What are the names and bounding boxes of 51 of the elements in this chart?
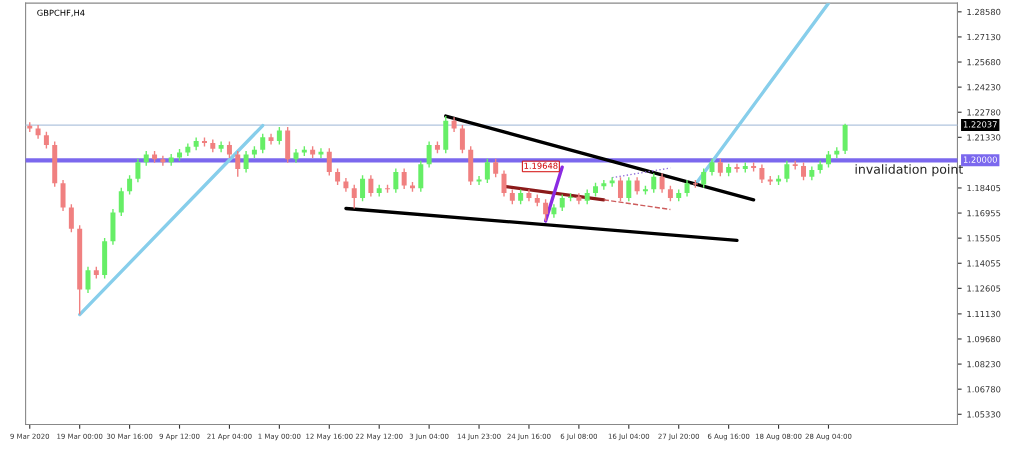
candlestick — [659, 172, 665, 194]
candlestick — [543, 198, 549, 222]
candlestick — [360, 174, 366, 203]
candlestick — [626, 176, 632, 203]
y-tick-label: 1.18405 — [967, 184, 1001, 192]
candlestick — [368, 174, 374, 198]
text: 1.20000 — [963, 156, 997, 163]
candlestick — [651, 172, 657, 194]
candlestick — [459, 124, 465, 154]
candlestick — [617, 176, 623, 203]
annotation: 1.19648 — [524, 162, 558, 169]
y-tick-label: 1.11130 — [967, 310, 1001, 318]
candlestick — [401, 167, 407, 190]
y-tick-label: 1.06780 — [967, 386, 1001, 393]
candlestick — [326, 147, 332, 177]
y-tick-label: 1.14055 — [967, 260, 1001, 267]
candlestick — [351, 184, 357, 210]
y-tick-label: 1.24230 — [967, 84, 1001, 91]
candlestick — [784, 159, 790, 183]
candlestick — [160, 155, 166, 167]
candlestick — [260, 132, 266, 154]
y-tick-label: 1.28580 — [967, 8, 1001, 16]
ref-line-label: invalidation point — [855, 164, 963, 177]
text: GBPCHF,H4 — [37, 9, 85, 17]
y-tick-label: 1.09680 — [967, 335, 1001, 343]
candlestick — [701, 167, 707, 189]
y-tick-label: 1.08230 — [967, 361, 1001, 368]
text: 1.22037 — [963, 121, 997, 128]
candlestick — [118, 187, 124, 217]
candlestick — [576, 192, 582, 206]
y-tick-label: 1.16955 — [967, 210, 1001, 217]
y-tick-label: 1.22780 — [967, 109, 1001, 116]
candlestick — [218, 140, 224, 153]
candlestick — [135, 158, 141, 183]
candlestick — [493, 158, 499, 179]
candlestick — [235, 150, 241, 178]
y-tick-label: 1.21330 — [967, 134, 1001, 141]
candlestick — [759, 163, 765, 184]
candlestick — [127, 174, 133, 196]
y-tick-label: 1.27130 — [967, 33, 1001, 41]
candlestick — [484, 158, 490, 184]
y-tick-label: 1.15505 — [967, 235, 1001, 242]
candlestick — [734, 162, 740, 174]
y-tick-label: 1.05330 — [967, 411, 1001, 418]
candlestick — [68, 203, 74, 233]
candlestick — [243, 150, 249, 174]
candlestick — [393, 167, 399, 194]
candlestick — [426, 140, 432, 169]
y-tick-label: 1.25680 — [967, 59, 1001, 66]
y-tick-label: 1.12605 — [967, 285, 1001, 292]
candlestick — [601, 179, 607, 191]
